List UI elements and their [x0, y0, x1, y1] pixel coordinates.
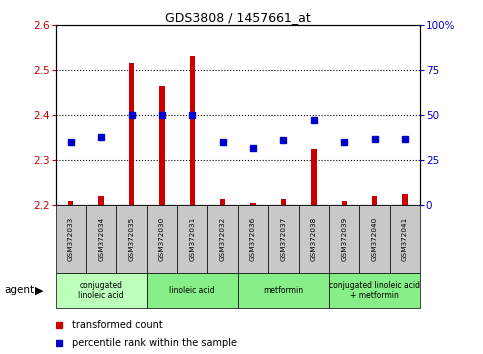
- Text: GSM372040: GSM372040: [371, 217, 378, 261]
- Bar: [372, 196, 377, 205]
- Text: agent: agent: [5, 285, 35, 295]
- Bar: [238, 205, 268, 273]
- Bar: [68, 201, 73, 205]
- Bar: [329, 273, 420, 308]
- Text: GSM372039: GSM372039: [341, 217, 347, 261]
- Bar: [56, 205, 86, 273]
- Text: transformed count: transformed count: [72, 320, 163, 330]
- Bar: [402, 194, 408, 205]
- Bar: [220, 199, 226, 205]
- Text: GSM372036: GSM372036: [250, 217, 256, 261]
- Bar: [268, 205, 298, 273]
- Text: GSM372041: GSM372041: [402, 217, 408, 261]
- Bar: [298, 205, 329, 273]
- Text: conjugated linoleic acid
+ metformin: conjugated linoleic acid + metformin: [329, 281, 420, 300]
- Bar: [99, 196, 104, 205]
- Bar: [250, 203, 256, 205]
- Bar: [116, 205, 147, 273]
- Text: metformin: metformin: [263, 286, 303, 295]
- Bar: [177, 205, 208, 273]
- Bar: [189, 56, 195, 205]
- Text: ▶: ▶: [35, 285, 44, 295]
- Text: GSM372038: GSM372038: [311, 217, 317, 261]
- Text: GSM372033: GSM372033: [68, 217, 74, 261]
- Text: GSM372031: GSM372031: [189, 217, 195, 261]
- Bar: [390, 205, 420, 273]
- Bar: [238, 273, 329, 308]
- Text: GSM372034: GSM372034: [98, 217, 104, 261]
- Title: GDS3808 / 1457661_at: GDS3808 / 1457661_at: [165, 11, 311, 24]
- Text: percentile rank within the sample: percentile rank within the sample: [72, 338, 237, 348]
- Text: GSM372032: GSM372032: [220, 217, 226, 261]
- Bar: [147, 205, 177, 273]
- Text: conjugated
linoleic acid: conjugated linoleic acid: [78, 281, 124, 300]
- Bar: [281, 199, 286, 205]
- Bar: [147, 273, 238, 308]
- Bar: [341, 201, 347, 205]
- Bar: [311, 149, 316, 205]
- Bar: [86, 205, 116, 273]
- Text: GSM372035: GSM372035: [128, 217, 135, 261]
- Bar: [56, 273, 147, 308]
- Text: GSM372030: GSM372030: [159, 217, 165, 261]
- Bar: [129, 63, 134, 205]
- Bar: [208, 205, 238, 273]
- Text: GSM372037: GSM372037: [281, 217, 286, 261]
- Bar: [359, 205, 390, 273]
- Text: linoleic acid: linoleic acid: [170, 286, 215, 295]
- Bar: [329, 205, 359, 273]
- Bar: [159, 86, 165, 205]
